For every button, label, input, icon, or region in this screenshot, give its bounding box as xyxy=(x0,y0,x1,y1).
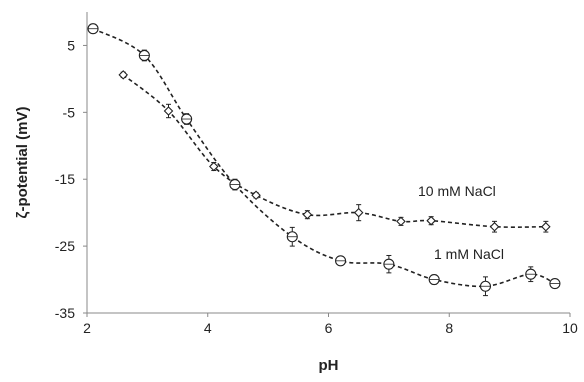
x-tick-label: 8 xyxy=(445,320,453,336)
y-axis-title: ζ-potential (mV) xyxy=(14,107,31,219)
series-10mm-nacl xyxy=(118,70,551,233)
data-point xyxy=(489,221,500,232)
series-line xyxy=(122,74,546,228)
y-axis: 5 -5 -15 -25 -35 xyxy=(55,37,87,321)
x-tick-label: 6 xyxy=(325,320,333,336)
x-axis: 2 4 6 8 10 xyxy=(83,313,578,336)
y-tick-label: -15 xyxy=(55,171,75,187)
data-point xyxy=(118,70,129,80)
data-point xyxy=(396,216,406,227)
plot-area xyxy=(86,12,570,314)
y-tick-label: -25 xyxy=(55,238,75,254)
data-point xyxy=(541,221,551,232)
y-tick-label: -5 xyxy=(63,104,76,120)
data-point xyxy=(251,190,261,201)
data-point xyxy=(163,106,174,116)
data-point xyxy=(353,207,364,218)
x-tick-label: 4 xyxy=(204,320,212,336)
x-tick-label: 10 xyxy=(562,320,578,336)
series-line xyxy=(92,28,556,288)
data-point xyxy=(426,215,436,226)
data-point xyxy=(302,209,313,220)
x-axis-title: pH xyxy=(319,357,339,374)
data-point xyxy=(209,161,219,172)
y-tick-label: 5 xyxy=(67,37,75,53)
annotation-1mm: 1 mM NaCl xyxy=(434,246,504,262)
series-layer xyxy=(87,23,561,297)
series-1mm-nacl xyxy=(87,23,561,297)
y-tick-label: -35 xyxy=(55,305,75,321)
x-tick-label: 2 xyxy=(83,320,91,336)
annotation-10mm: 10 mM NaCl xyxy=(418,183,496,199)
